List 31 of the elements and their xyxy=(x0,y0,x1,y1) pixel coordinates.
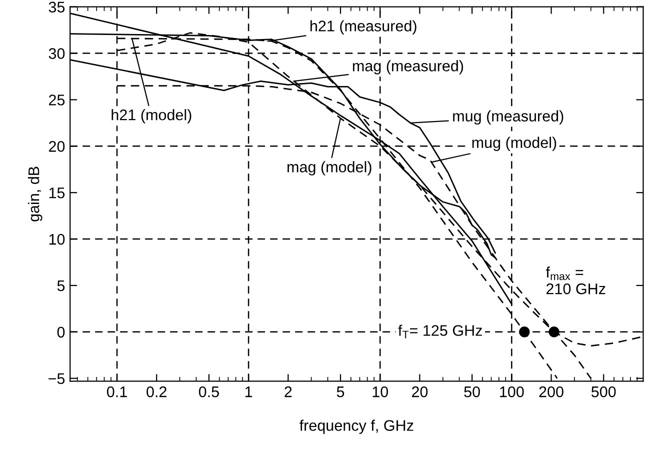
x-axis-title: frequency f, GHz xyxy=(300,420,414,434)
y-tick-label: 35 xyxy=(48,2,65,13)
y-tick-label: 15 xyxy=(49,188,65,198)
x-tick-label: 10 xyxy=(372,386,388,398)
annotation: h21 (measured) xyxy=(310,20,416,34)
x-tick-label: 0.2 xyxy=(146,386,166,398)
x-tick-label: 100 xyxy=(500,386,524,398)
x-tick-label: 200 xyxy=(539,386,564,398)
annotation: mag (measured) xyxy=(352,60,464,74)
x-tick-label: 20 xyxy=(412,386,428,398)
y-tick-label: 5 xyxy=(57,280,65,292)
x-tick-label: 5 xyxy=(336,386,344,398)
x-tick-label: 0.1 xyxy=(106,386,127,398)
annotation: f$_{T}$= 125 GHz xyxy=(398,324,482,338)
annotation: mug (model) xyxy=(472,136,556,152)
y-tick-label: −5 xyxy=(48,373,65,384)
x-tick-label: 50 xyxy=(464,386,480,398)
x-tick-label: 500 xyxy=(591,386,616,398)
x-tick-label: 0.5 xyxy=(198,386,219,398)
y-tick-label: 0 xyxy=(57,326,65,338)
annotation: mag (model) xyxy=(288,161,372,176)
annotation: h21 (model) xyxy=(112,109,192,124)
y-tick-label: 25 xyxy=(49,94,65,106)
annotation: mug (measured) xyxy=(453,110,564,125)
y-tick-label: 10 xyxy=(49,234,65,245)
x-tick-label: 2 xyxy=(284,386,292,398)
y-tick-label: 30 xyxy=(48,48,65,59)
y-axis-title: gain, dB xyxy=(28,166,42,222)
annotation: f$_{max}$ = 210 GHz xyxy=(546,266,606,294)
x-tick-label: 1 xyxy=(245,386,252,398)
y-tick-label: 20 xyxy=(49,141,65,152)
